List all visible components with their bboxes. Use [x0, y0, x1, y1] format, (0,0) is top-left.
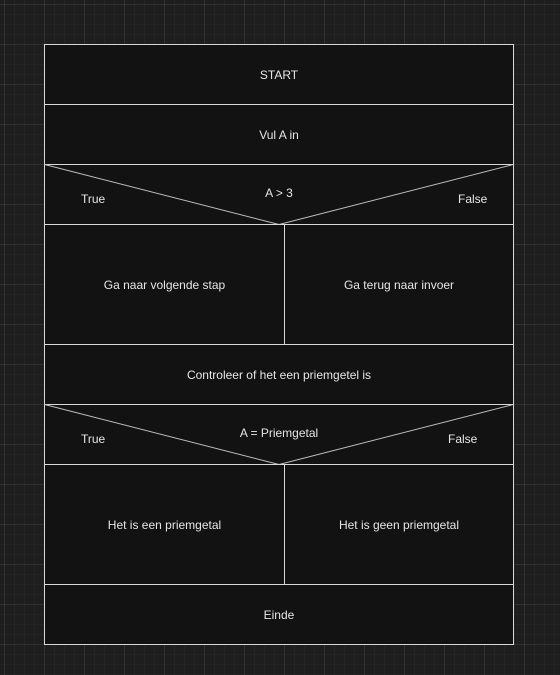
branch-2-true-label: Het is een priemgetal — [107, 517, 222, 532]
check-block[interactable]: Controleer of het een priemgetel is — [44, 344, 514, 405]
branch-2-false-block[interactable]: Het is geen priemgetal — [284, 464, 514, 585]
input-block[interactable]: Vul A in — [44, 104, 514, 165]
condition-1-question: A > 3 — [265, 186, 293, 200]
condition-1-false-label: False — [458, 192, 488, 206]
branch-2-true-block[interactable]: Het is een priemgetal — [44, 464, 285, 585]
condition-block-2[interactable]: A = Priemgetal True False — [44, 404, 514, 465]
end-label: Einde — [263, 607, 295, 622]
condition-2-true-label: True — [81, 432, 106, 446]
branch-2-false-label: Het is geen priemgetal — [338, 517, 460, 532]
condition-2-shape — [44, 404, 514, 465]
end-block[interactable]: Einde — [44, 584, 514, 645]
check-label: Controleer of het een priemgetel is — [186, 367, 372, 382]
condition-2-question: A = Priemgetal — [239, 426, 319, 440]
start-label: START — [259, 67, 299, 82]
condition-1-shape — [44, 164, 514, 225]
branch-1-false-block[interactable]: Ga terug naar invoer — [284, 224, 514, 345]
input-label: Vul A in — [259, 127, 299, 142]
condition-1-true-label: True — [81, 192, 106, 206]
condition-2-false-label: False — [448, 432, 478, 446]
condition-block-1[interactable]: A > 3 True False — [44, 164, 514, 225]
branch-1-false-label: Ga terug naar invoer — [343, 277, 455, 292]
branch-1-true-block[interactable]: Ga naar volgende stap — [44, 224, 285, 345]
start-block[interactable]: START — [44, 44, 514, 105]
branch-1-true-label: Ga naar volgende stap — [103, 277, 226, 292]
